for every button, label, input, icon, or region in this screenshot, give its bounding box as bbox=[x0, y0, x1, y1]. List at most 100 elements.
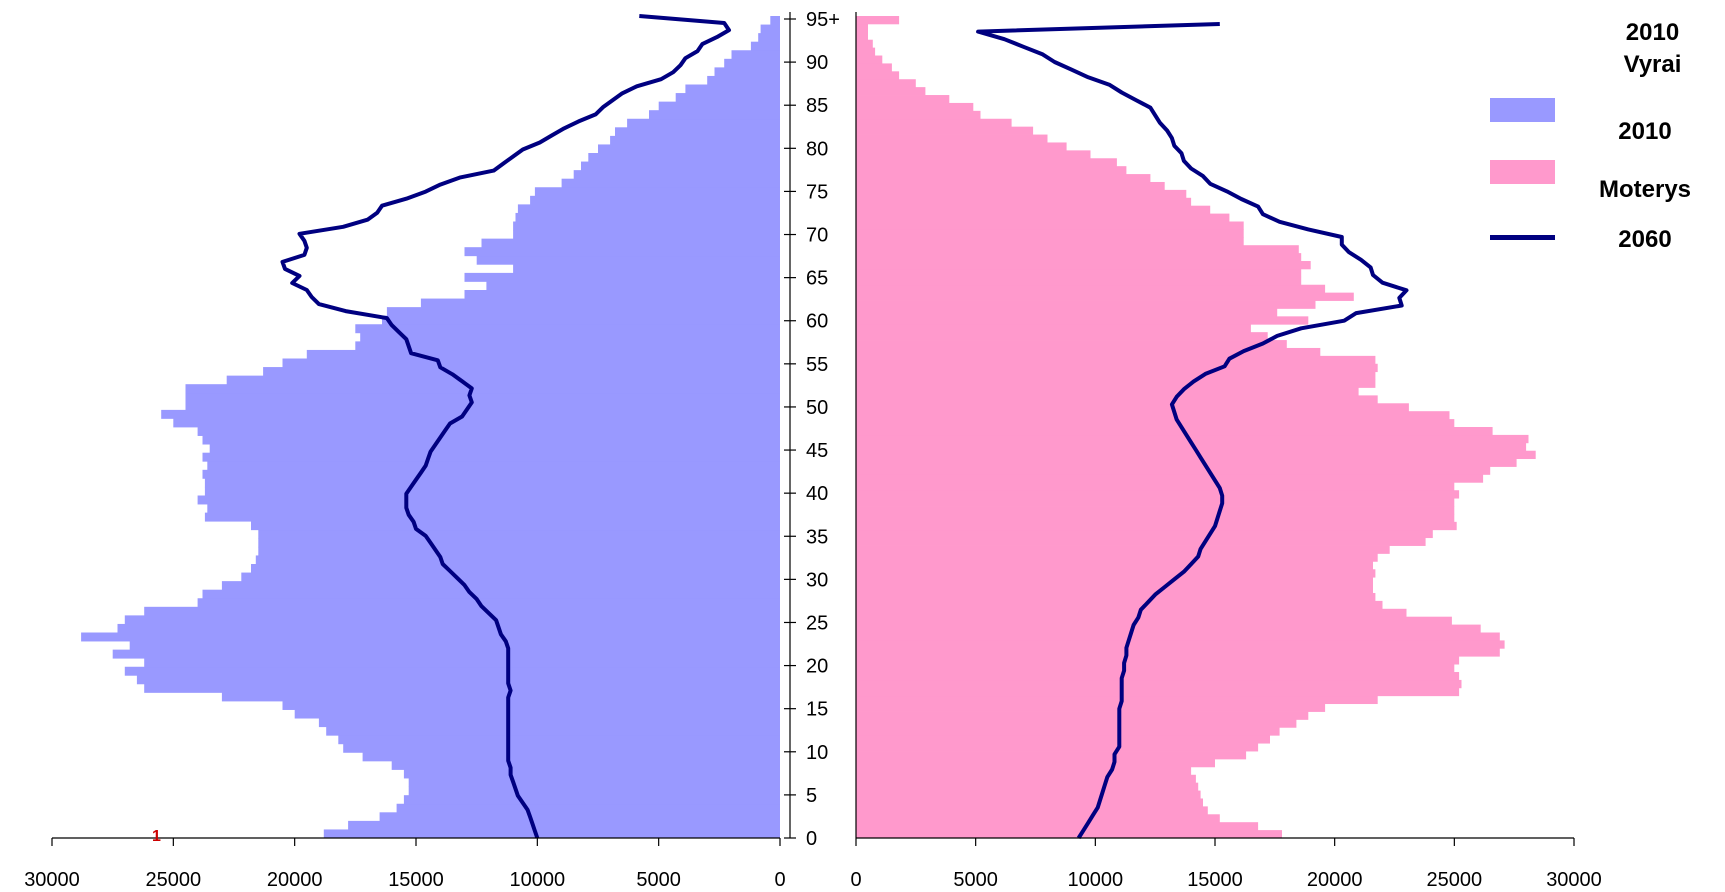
right-bar bbox=[856, 189, 1187, 199]
right-bar bbox=[856, 561, 1373, 570]
age-tick-label: 85 bbox=[806, 95, 828, 117]
right-bar bbox=[856, 118, 1012, 128]
left-bar bbox=[355, 324, 780, 334]
male-2010-bars bbox=[81, 16, 781, 839]
right-bar bbox=[856, 229, 1244, 238]
left-bar bbox=[615, 127, 780, 137]
left-bar bbox=[515, 212, 780, 222]
right-bar bbox=[856, 221, 1244, 230]
right-bar bbox=[856, 371, 1376, 380]
legend-label-2010: 2010 bbox=[1618, 118, 1672, 145]
right-bar bbox=[856, 600, 1383, 610]
right-bar bbox=[856, 592, 1376, 602]
left-bar bbox=[649, 110, 780, 120]
left-bar bbox=[403, 769, 780, 779]
left-bar bbox=[209, 444, 780, 454]
left-bar bbox=[486, 281, 780, 291]
left-bar bbox=[627, 118, 780, 128]
right-bar bbox=[856, 347, 1321, 357]
left-bar bbox=[197, 598, 781, 608]
right-x-tick-label: 5000 bbox=[953, 869, 998, 891]
left-bar bbox=[204, 512, 780, 522]
left-bar bbox=[420, 298, 780, 308]
right-bar bbox=[856, 181, 1165, 191]
left-bar bbox=[144, 658, 780, 668]
right-bar bbox=[856, 268, 1302, 278]
right-bar bbox=[856, 656, 1460, 665]
left-bar bbox=[610, 135, 780, 145]
left-bar bbox=[362, 752, 780, 762]
left-x-tick-label: 10000 bbox=[510, 869, 566, 891]
right-bar bbox=[856, 679, 1462, 689]
left-bar bbox=[408, 778, 780, 788]
right-bar bbox=[856, 363, 1378, 373]
left-bar bbox=[581, 161, 780, 171]
left-bar bbox=[326, 726, 780, 736]
right-bar bbox=[856, 703, 1326, 712]
right-bar bbox=[856, 31, 868, 41]
left-bar bbox=[573, 170, 780, 180]
right-bar bbox=[856, 379, 1376, 388]
left-bar bbox=[124, 666, 781, 676]
right-bar bbox=[856, 150, 1091, 159]
left-bar bbox=[202, 435, 780, 445]
legend: 2010 Vyrai 2010 Moterys 2060 bbox=[1480, 18, 1725, 278]
right-bar bbox=[856, 332, 1268, 341]
left-bar bbox=[207, 461, 781, 471]
right-bar bbox=[856, 292, 1354, 301]
left-bar bbox=[226, 375, 780, 385]
right-bar bbox=[856, 569, 1376, 578]
left-bar bbox=[258, 546, 780, 556]
right-bar bbox=[856, 640, 1505, 649]
right-bar bbox=[856, 474, 1484, 483]
right-bar bbox=[856, 766, 1192, 776]
right-bar bbox=[856, 308, 1278, 317]
age-tick-label: 70 bbox=[806, 225, 828, 247]
right-bar bbox=[856, 482, 1455, 491]
left-bar bbox=[202, 452, 780, 462]
age-tick-label: 35 bbox=[806, 526, 828, 548]
left-bar bbox=[464, 247, 780, 257]
right-bar bbox=[856, 782, 1199, 791]
left-bar bbox=[476, 255, 780, 265]
left-bar bbox=[403, 795, 780, 805]
right-bar bbox=[856, 95, 950, 104]
age-tick-label: 20 bbox=[806, 656, 828, 678]
left-bar bbox=[770, 16, 780, 25]
legend-label-moterys: Moterys bbox=[1598, 176, 1692, 203]
left-bar bbox=[282, 701, 780, 710]
left-bar bbox=[251, 521, 780, 531]
right-bar bbox=[856, 513, 1455, 523]
right-bar bbox=[856, 276, 1302, 286]
right-bar bbox=[856, 814, 1220, 823]
axes: 05101520253035404550556065707580859095+3… bbox=[24, 9, 1602, 891]
right-bar bbox=[856, 545, 1390, 554]
left-bar bbox=[464, 272, 780, 282]
right-x-tick-label: 0 bbox=[850, 869, 861, 891]
left-bar bbox=[204, 486, 780, 496]
right-bar bbox=[856, 577, 1373, 586]
left-bar bbox=[408, 786, 780, 796]
right-bar bbox=[856, 427, 1493, 436]
right-bar bbox=[856, 411, 1450, 420]
left-bar bbox=[561, 178, 780, 188]
left-bar bbox=[517, 204, 780, 214]
left-bar bbox=[144, 606, 780, 616]
left-bar bbox=[202, 589, 780, 599]
right-x-tick-label: 10000 bbox=[1068, 869, 1124, 891]
left-bar bbox=[136, 675, 780, 685]
right-bar bbox=[856, 806, 1208, 815]
left-bar bbox=[714, 67, 780, 77]
right-bar bbox=[856, 395, 1378, 404]
right-bar bbox=[856, 237, 1244, 246]
age-tick-label: 25 bbox=[806, 612, 828, 634]
right-bar bbox=[856, 16, 900, 25]
stray-label: 1 bbox=[152, 828, 161, 845]
right-bar bbox=[856, 774, 1196, 784]
left-bar bbox=[343, 743, 780, 753]
left-bar bbox=[758, 33, 780, 43]
left-bar bbox=[124, 615, 781, 625]
left-bar bbox=[760, 24, 780, 34]
right-bar bbox=[856, 648, 1500, 657]
age-tick-label: 95+ bbox=[806, 9, 840, 31]
